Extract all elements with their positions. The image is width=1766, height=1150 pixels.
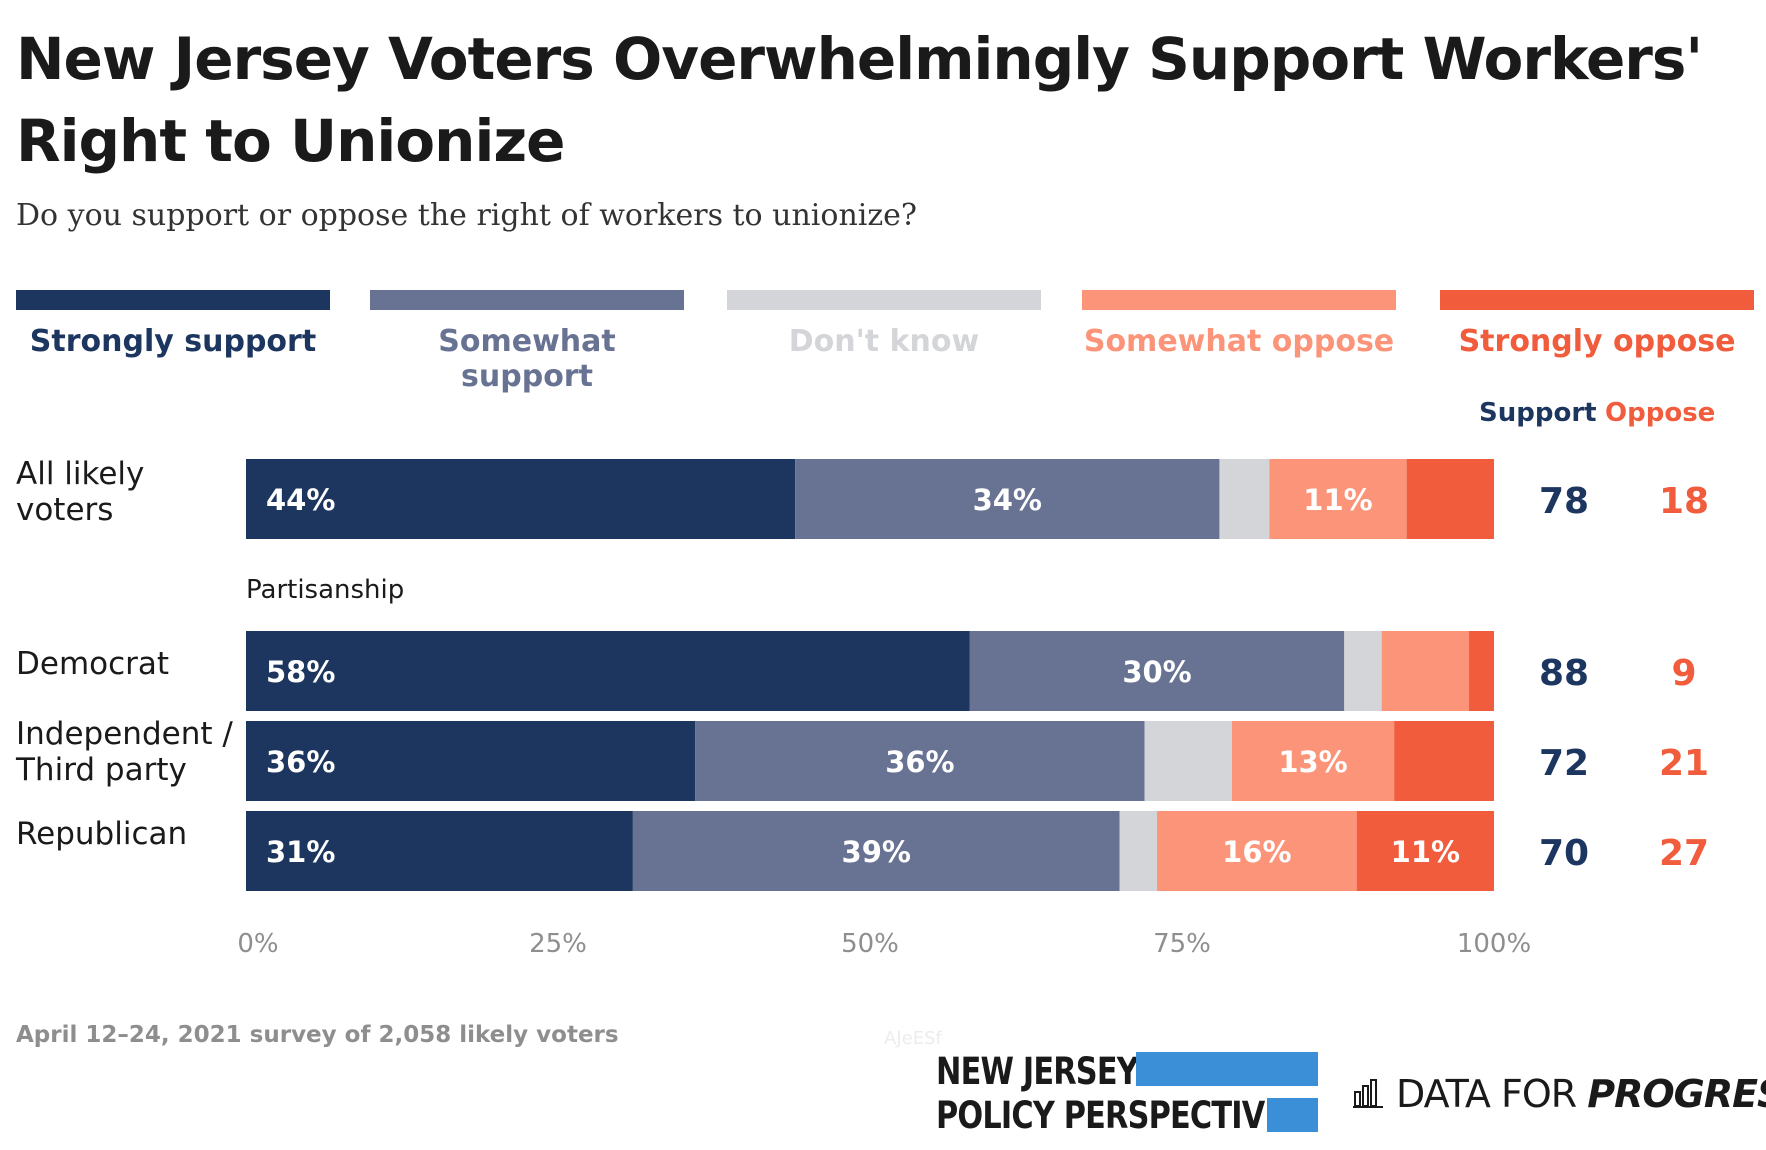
legend-item-strongly-oppose: Strongly oppose — [1440, 290, 1754, 360]
data-label: 30% — [1122, 655, 1191, 689]
njpp-logo: NEW JERSEY POLICY PERSPECTIVE — [936, 1050, 1321, 1140]
legend-label: Don't know — [788, 324, 980, 359]
data-label: 36% — [885, 745, 954, 779]
support-column-header: Support — [1479, 398, 1597, 428]
data-label: 11% — [1303, 483, 1372, 517]
watermark: AJeESf — [884, 1028, 942, 1049]
data-label: 36% — [266, 745, 335, 779]
group-label-partisanship: Partisanship — [246, 575, 405, 605]
legend-swatch — [727, 290, 1041, 310]
support-total: 70 — [1539, 833, 1589, 874]
stacked-bar-chart: 44% 34% 11% 78 18 58% 30% 88 9 36% 36% 13% 72 21 31% 39… — [237, 459, 1709, 959]
bar-segment-strongly-oppose — [1394, 721, 1494, 801]
x-tick-label: 25% — [529, 929, 587, 959]
bar-segment-strongly-oppose — [1469, 631, 1494, 711]
legend-label: Strongly support — [29, 324, 317, 359]
data-label: 11% — [1391, 835, 1460, 869]
legend-item-somewhat-oppose: Somewhat oppose — [1082, 290, 1396, 360]
oppose-total: 9 — [1671, 653, 1696, 694]
bar-chart-icon — [1353, 1079, 1383, 1108]
legend-swatch — [1082, 290, 1396, 310]
legend-item-strongly-support: Strongly support — [16, 290, 330, 360]
oppose-total: 18 — [1659, 481, 1709, 522]
bar-segment-don-t-know — [1344, 631, 1382, 711]
legend-swatch — [1440, 290, 1754, 310]
data-label: 13% — [1278, 745, 1347, 779]
legend-item-don-t-know: Don't know — [727, 290, 1041, 360]
support-total: 88 — [1539, 653, 1589, 694]
support-total: 72 — [1539, 743, 1589, 784]
legend-item-somewhat-support: Somewhat support — [370, 290, 684, 394]
bar-segment-strongly-support — [246, 811, 633, 891]
row-label-independent: Independent / Third party — [16, 716, 233, 788]
bar-segment-somewhat-oppose — [1157, 811, 1357, 891]
data-label: 16% — [1222, 835, 1291, 869]
bar-segment-somewhat-oppose — [1269, 459, 1407, 539]
row-label-democrat: Democrat — [16, 646, 170, 682]
legend-label: Somewhat support — [438, 324, 616, 394]
support-total: 78 — [1539, 481, 1589, 522]
oppose-total: 27 — [1659, 833, 1709, 874]
chart-title: New Jersey Voters Overwhelmingly Support… — [16, 25, 1703, 175]
legend-label: Strongly oppose — [1458, 324, 1736, 359]
row-label-republican: Republican — [16, 816, 188, 852]
bar-segment-somewhat-support — [969, 631, 1345, 711]
njpp-logo-bar-bottom — [1267, 1098, 1318, 1132]
bar-segment-somewhat-support — [695, 721, 1145, 801]
bar-segment-somewhat-support — [795, 459, 1220, 539]
x-tick-label: 75% — [1153, 929, 1211, 959]
dfp-logo-text: DATA FOR PROGRESS — [1396, 1072, 1766, 1116]
bar-segment-somewhat-support — [632, 811, 1120, 891]
oppose-column-header: Oppose — [1605, 398, 1716, 428]
x-tick-label: 50% — [841, 929, 899, 959]
legend-label: Somewhat oppose — [1083, 324, 1395, 359]
legend-swatch — [16, 290, 330, 310]
njpp-logo-line2: POLICY PERSPECTIVE — [936, 1094, 1285, 1137]
x-tick-label: 100% — [1457, 929, 1531, 959]
bar-segment-somewhat-oppose — [1231, 721, 1395, 801]
chart-subtitle: Do you support or oppose the right of wo… — [16, 198, 918, 233]
bar-segment-don-t-know — [1144, 721, 1232, 801]
njpp-logo-line1: NEW JERSEY — [936, 1050, 1139, 1093]
data-label: 44% — [266, 483, 335, 517]
data-label: 34% — [973, 483, 1042, 517]
bar-segment-strongly-support — [246, 459, 796, 539]
x-tick-label: 0% — [237, 929, 278, 959]
bar-segment-don-t-know — [1119, 811, 1158, 891]
bar-segment-strongly-support — [246, 631, 970, 711]
bar-segment-strongly-support — [246, 721, 696, 801]
data-label: 31% — [266, 835, 335, 869]
survey-footnote: April 12–24, 2021 survey of 2,058 likely… — [16, 1022, 619, 1048]
bar-segment-strongly-oppose — [1356, 811, 1494, 891]
row-label-all-likely-voters: All likely voters — [16, 456, 145, 528]
njpp-logo-bar-top — [1136, 1052, 1318, 1086]
bar-segment-somewhat-oppose — [1381, 631, 1470, 711]
data-label: 39% — [842, 835, 911, 869]
legend-swatch — [370, 290, 684, 310]
bar-segment-strongly-oppose — [1406, 459, 1494, 539]
data-label: 58% — [266, 655, 335, 689]
oppose-total: 21 — [1659, 743, 1709, 784]
bar-segment-don-t-know — [1219, 459, 1270, 539]
